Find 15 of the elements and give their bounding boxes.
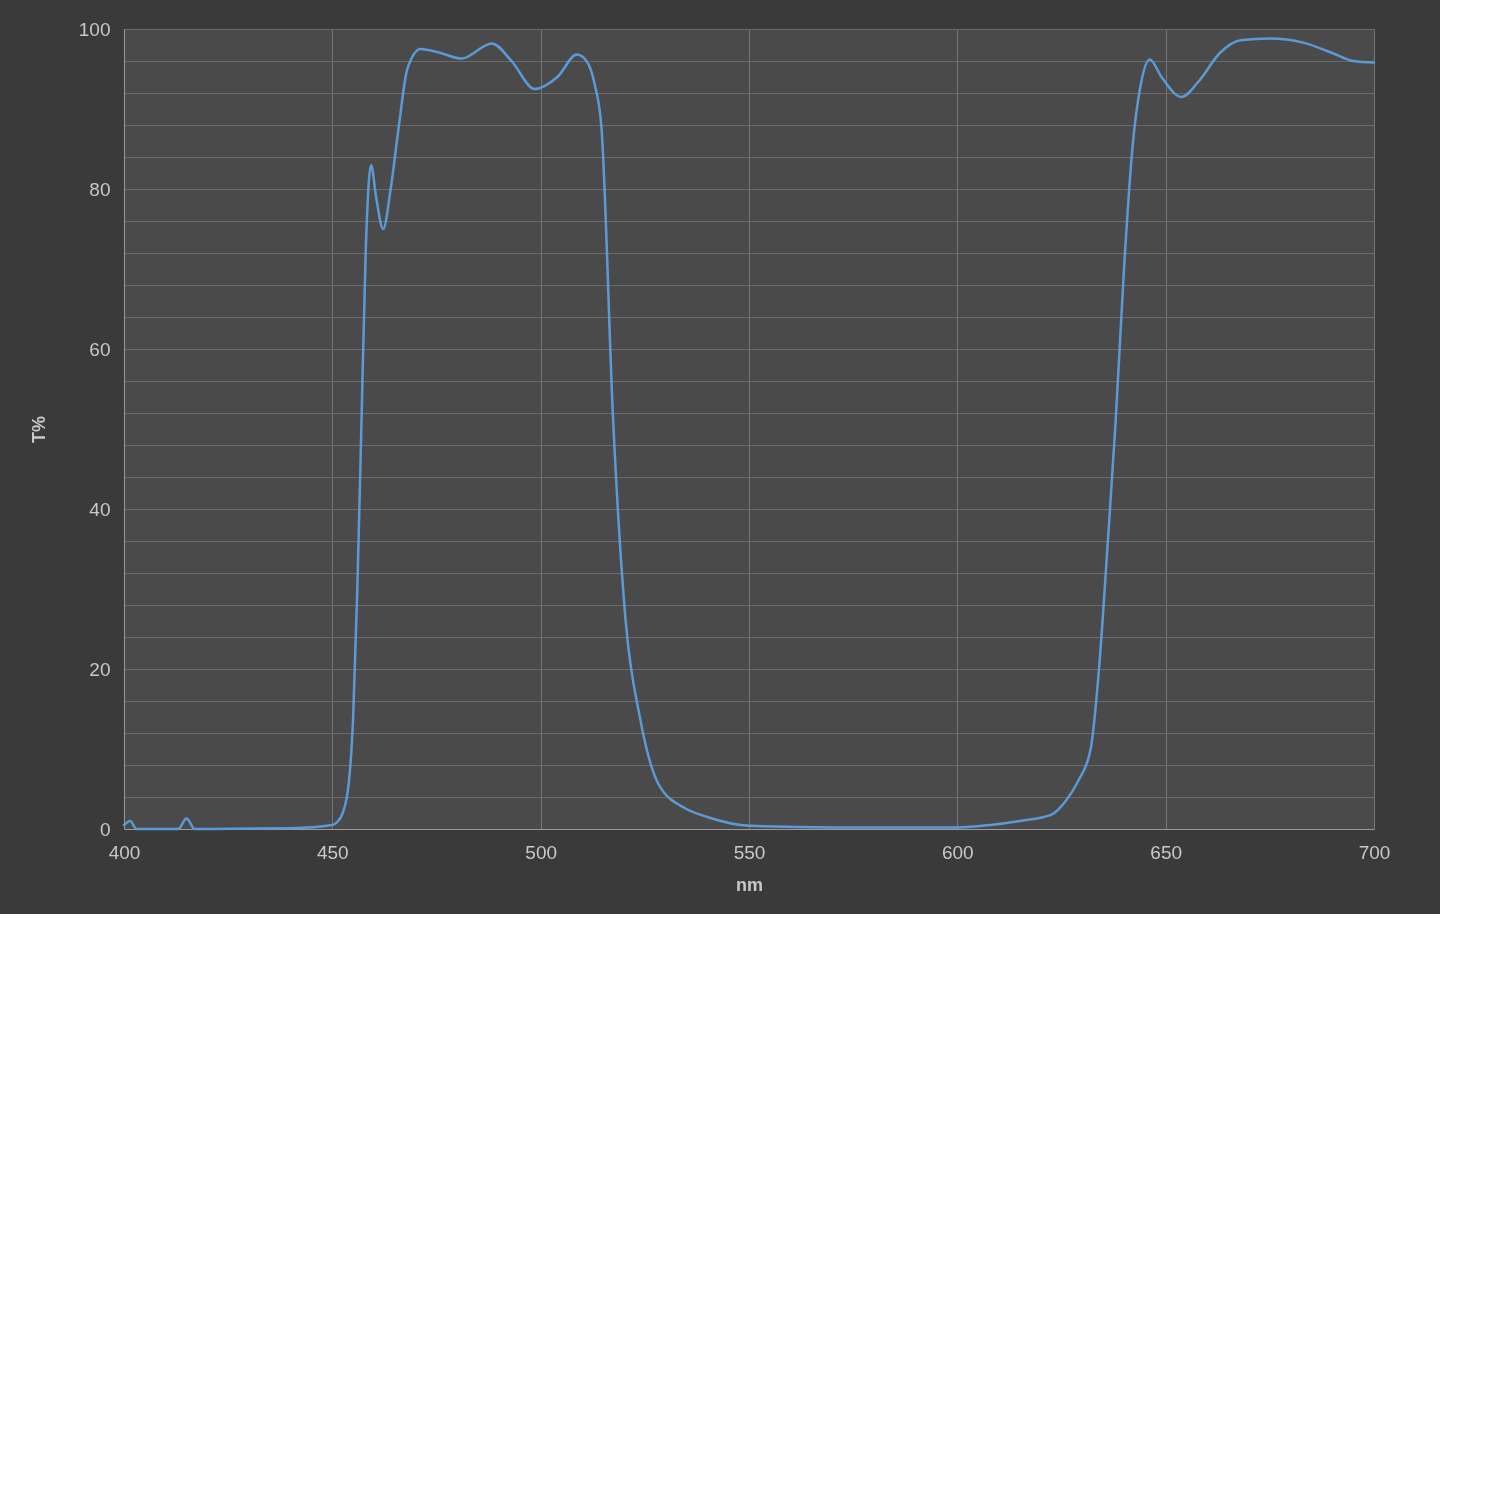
x-tick-label: 700	[1358, 841, 1391, 863]
x-axis-title: nm	[736, 874, 763, 895]
x-tick-label: 400	[108, 841, 141, 863]
x-tick-label: 600	[941, 841, 974, 863]
x-tick-label: 500	[525, 841, 558, 863]
y-axis-title: T%	[28, 416, 49, 443]
y-tick-label: 40	[89, 498, 111, 520]
x-tick-label: 550	[733, 841, 766, 863]
y-tick-label: 80	[89, 178, 111, 200]
y-tick-label: 100	[78, 18, 111, 40]
y-tick-label: 20	[89, 658, 111, 680]
y-tick-label: 60	[89, 338, 111, 360]
x-tick-label: 450	[316, 841, 349, 863]
x-tick-label: 650	[1150, 841, 1183, 863]
y-tick-label: 0	[99, 818, 111, 840]
